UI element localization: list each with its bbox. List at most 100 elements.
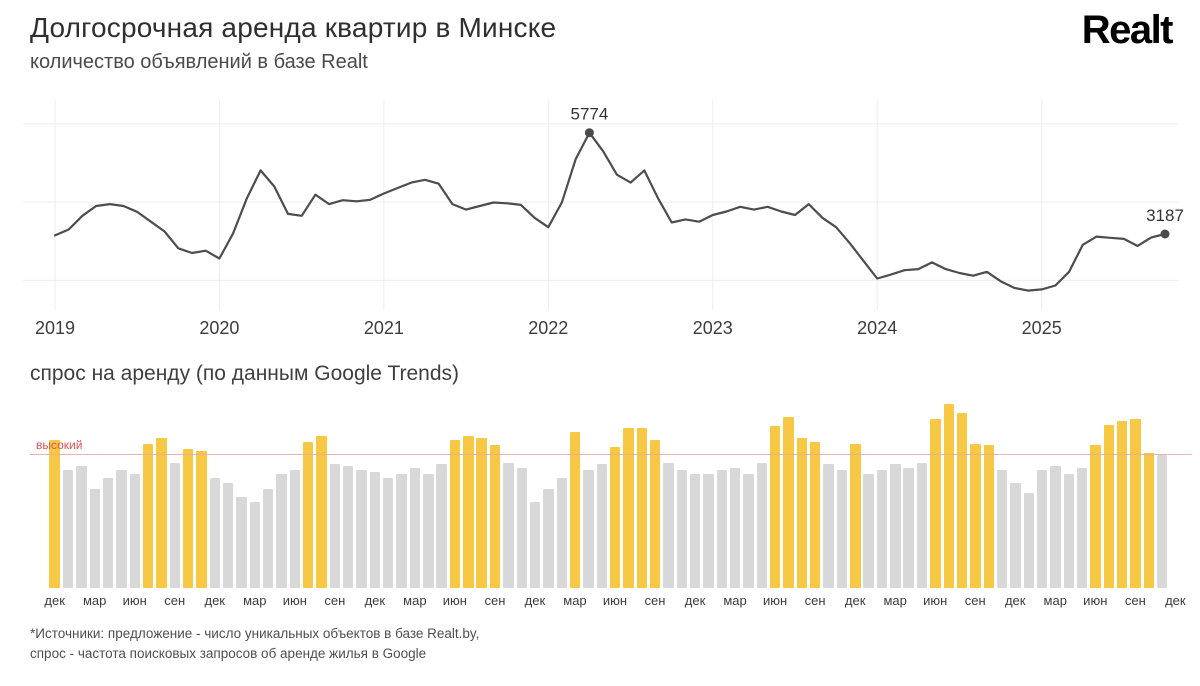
trend-bar xyxy=(463,436,474,588)
month-tick-label: мар xyxy=(883,593,907,608)
trend-bar xyxy=(716,470,728,588)
trend-bar xyxy=(423,474,434,588)
trend-bar xyxy=(823,464,834,588)
bar-slot xyxy=(648,398,661,588)
trend-bar xyxy=(1103,425,1115,588)
bar-slot xyxy=(862,398,875,588)
trend-bar xyxy=(556,478,567,588)
year-tick-label: 2024 xyxy=(857,318,897,338)
bar-slot xyxy=(969,398,982,588)
trend-bar xyxy=(903,468,914,588)
bar-chart-title: спрос на аренду (по данным Google Trends… xyxy=(30,362,460,385)
bar-slot xyxy=(835,398,848,588)
bar-slot xyxy=(115,398,128,588)
year-tick-label: 2022 xyxy=(528,318,568,338)
bar-slot xyxy=(942,398,955,588)
trend-bar xyxy=(489,445,501,588)
month-tick-label: июн xyxy=(602,593,628,608)
bar-slot xyxy=(221,398,234,588)
trend-bar xyxy=(623,428,634,588)
trend-bar xyxy=(1143,453,1155,588)
trend-bar xyxy=(543,489,554,588)
trend-bar xyxy=(222,483,234,588)
bar-slot xyxy=(88,398,101,588)
trend-bar xyxy=(142,444,154,588)
month-tick-label: мар xyxy=(82,593,107,608)
data-point-dot xyxy=(584,128,594,138)
bar-slot xyxy=(328,398,341,588)
bar-slot xyxy=(1022,398,1035,588)
trend-bar xyxy=(636,428,647,588)
footnote-line-1: *Источники: предложение - число уникальн… xyxy=(30,626,480,641)
bar-slot xyxy=(875,398,888,588)
bar-slot xyxy=(955,398,968,588)
bar-axis-ticks: дек мар июн сен дек мар июн сен дек мар июн сен дек м… xyxy=(44,588,1185,612)
data-point-label: 5774 xyxy=(570,105,608,124)
trend-bar xyxy=(1023,493,1034,588)
bar-slot xyxy=(982,398,995,588)
month-tick-label: июн xyxy=(762,593,788,608)
data-point-label: 3187 xyxy=(1146,206,1184,225)
month-tick-label: июн xyxy=(1083,593,1108,608)
bar-slot xyxy=(155,398,168,588)
month-tick-label: июн xyxy=(442,593,467,608)
bar-slot xyxy=(462,398,475,588)
data-point-dot xyxy=(1160,229,1170,239)
bar-slot xyxy=(168,398,181,588)
bar-slot xyxy=(355,398,368,588)
trend-bar xyxy=(876,470,888,588)
bar-slot xyxy=(422,398,435,588)
sources-footnote: *Источники: предложение - число уникальн… xyxy=(30,624,1170,665)
trend-bar xyxy=(116,470,127,588)
trend-bar xyxy=(649,440,661,588)
trend-bar xyxy=(863,474,874,588)
trend-bar xyxy=(676,470,688,588)
bar-slot xyxy=(729,398,742,588)
page-subtitle: количество объявлений в базе Realt xyxy=(30,51,368,73)
bar-slot xyxy=(208,398,221,588)
bars-row xyxy=(48,398,1182,588)
bar-slot xyxy=(1049,398,1062,588)
month-tick-label: дек xyxy=(844,593,866,608)
bar-slot xyxy=(1075,398,1088,588)
supply-line-chart: 2019 2020 2021 2022 2023 2024 2025 5774 3187 xyxy=(23,100,1184,338)
trend-bar xyxy=(1130,419,1141,588)
bar-slot xyxy=(515,398,528,588)
bar-slot xyxy=(1156,398,1169,588)
trend-bar xyxy=(329,464,341,588)
bar-slot xyxy=(542,398,555,588)
bar-slot xyxy=(248,398,261,588)
trend-bar xyxy=(943,404,954,588)
month-tick-label: мар xyxy=(403,593,427,608)
high-threshold-label: высокий xyxy=(36,438,83,452)
bar-slot xyxy=(395,398,408,588)
trend-bar xyxy=(249,502,261,588)
bar-slot xyxy=(128,398,141,588)
trend-bar xyxy=(169,463,180,588)
trend-bar xyxy=(996,470,1008,588)
bar-slot xyxy=(1142,398,1155,588)
trend-bar xyxy=(836,470,848,588)
bar-slot xyxy=(809,398,822,588)
bar-slot xyxy=(755,398,768,588)
trend-bar xyxy=(503,463,514,588)
bar-slot xyxy=(435,398,448,588)
bar-slot xyxy=(782,398,795,588)
trend-bar xyxy=(583,470,594,588)
trend-bar xyxy=(970,444,981,588)
bar-slot xyxy=(849,398,862,588)
trend-bar xyxy=(983,445,994,588)
bar-slot xyxy=(1129,398,1142,588)
trend-bar xyxy=(436,464,447,588)
trend-bar xyxy=(62,470,74,588)
month-tick-label: мар xyxy=(1043,593,1067,608)
bar-slot xyxy=(889,398,902,588)
trend-bar xyxy=(102,478,114,588)
trend-bar xyxy=(1063,474,1074,588)
year-tick-label: 2021 xyxy=(364,318,404,338)
bar-slot xyxy=(141,398,154,588)
month-tick-label: дек xyxy=(684,593,706,608)
bar-slot xyxy=(382,398,395,588)
month-tick-label: мар xyxy=(723,593,747,608)
trend-bar xyxy=(783,417,794,588)
